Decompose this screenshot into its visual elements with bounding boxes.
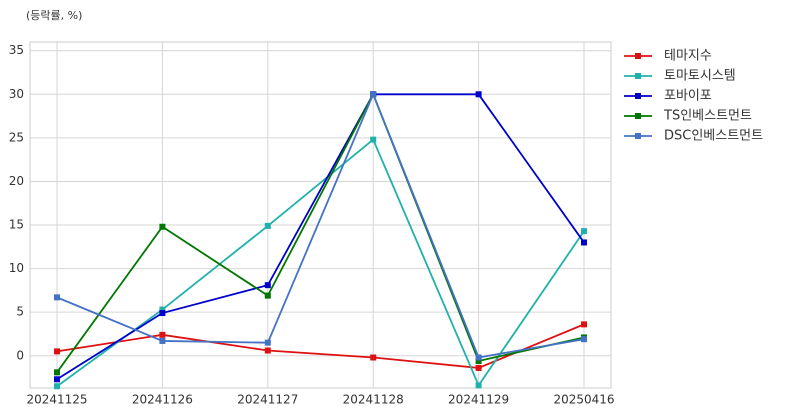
- y-tick-label: 30: [9, 87, 24, 101]
- point-marker: [581, 336, 587, 343]
- point-marker: [264, 282, 271, 289]
- point-marker: [54, 348, 60, 355]
- point-marker: [581, 321, 587, 328]
- legend-label: 포바이포: [664, 89, 712, 104]
- point-marker: [159, 223, 166, 230]
- legend-marker: [635, 73, 641, 79]
- x-tick-label: 20241127: [237, 393, 298, 407]
- point-marker: [264, 347, 271, 354]
- point-marker: [475, 382, 482, 389]
- point-marker: [54, 383, 60, 390]
- point-marker: [370, 354, 377, 361]
- legend-marker: [635, 53, 641, 59]
- point-marker: [264, 339, 271, 346]
- series-line: [56, 138, 585, 388]
- point-marker: [581, 239, 587, 246]
- y-tick-label: 25: [9, 130, 24, 144]
- point-marker: [264, 222, 271, 229]
- point-marker: [370, 91, 377, 98]
- point-marker: [54, 376, 60, 383]
- point-marker: [475, 354, 482, 361]
- series-line: [56, 91, 585, 359]
- point-marker: [370, 136, 377, 143]
- legend-marker: [635, 133, 641, 139]
- legend-marker: [635, 93, 641, 99]
- x-tick-label: 20250416: [553, 393, 614, 407]
- y-tick-label: 5: [16, 305, 24, 319]
- x-tick-label: 20241126: [132, 393, 193, 407]
- series-line: [56, 92, 585, 373]
- point-marker: [159, 331, 166, 338]
- point-marker: [264, 292, 271, 299]
- y-tick-label: 35: [9, 43, 24, 57]
- chart-title: (등락률, %): [26, 9, 82, 22]
- series-line: [56, 93, 585, 381]
- legend-label: DSC인베스트먼트: [664, 129, 763, 144]
- y-tick-label: 0: [16, 348, 24, 362]
- legend-label: 테마지수: [664, 49, 712, 64]
- point-marker: [475, 91, 482, 98]
- point-marker: [54, 294, 60, 301]
- legend-marker: [635, 113, 641, 119]
- point-marker: [159, 337, 166, 344]
- plot-frame: [29, 41, 612, 389]
- point-marker: [54, 369, 60, 376]
- point-marker: [475, 357, 482, 364]
- point-marker: [475, 364, 482, 371]
- point-marker: [159, 310, 166, 317]
- x-tick-label: 20241128: [343, 393, 404, 407]
- x-tick-label: 20241125: [26, 393, 87, 407]
- legend-label: 토마토시스템: [664, 69, 736, 84]
- point-marker: [581, 228, 587, 235]
- y-tick-label: 10: [9, 261, 24, 275]
- x-tick-label: 20241129: [448, 393, 509, 407]
- y-tick-label: 15: [9, 218, 24, 232]
- legend-label: TS인베스트먼트: [663, 109, 752, 124]
- y-tick-label: 20: [9, 174, 24, 188]
- point-marker: [159, 306, 166, 313]
